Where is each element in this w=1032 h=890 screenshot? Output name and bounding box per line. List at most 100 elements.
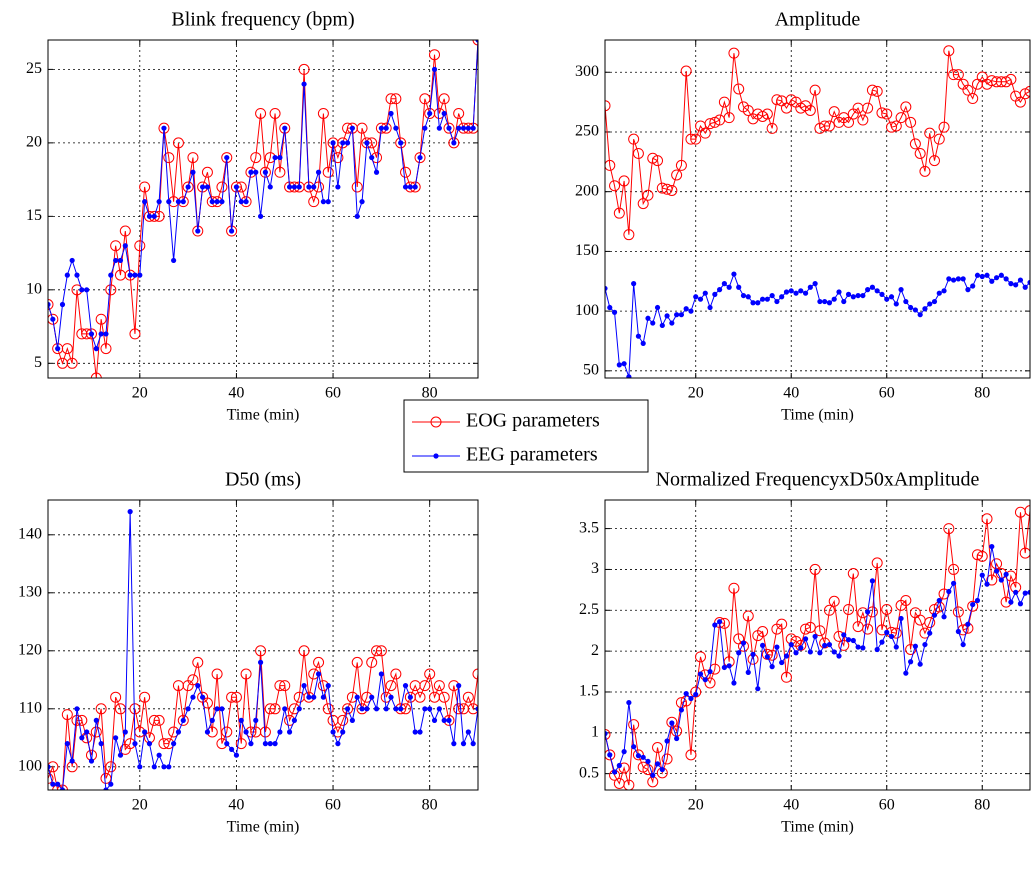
data-point — [407, 184, 413, 190]
data-point — [890, 627, 902, 639]
data-point — [605, 285, 608, 292]
data-point — [132, 272, 138, 278]
data-point — [110, 691, 122, 703]
data-point — [757, 626, 769, 638]
data-point — [364, 706, 370, 712]
data-point — [702, 290, 708, 296]
x-tick-label: 20 — [688, 385, 704, 402]
data-point — [946, 588, 952, 595]
data-point — [166, 764, 172, 770]
data-point — [928, 155, 940, 167]
data-point — [211, 668, 223, 680]
data-point — [645, 315, 651, 321]
data-point — [311, 694, 317, 700]
data-point — [429, 49, 441, 61]
data-point — [470, 741, 476, 747]
data-point — [666, 716, 678, 728]
data-point — [699, 127, 711, 139]
data-point — [812, 281, 818, 287]
data-point — [798, 645, 804, 651]
data-point — [139, 181, 151, 193]
y-tick-label: 100 — [575, 302, 599, 319]
data-point — [607, 752, 613, 758]
data-point — [850, 637, 856, 644]
data-point — [755, 686, 761, 692]
data-point — [1008, 599, 1014, 605]
data-point — [84, 287, 90, 293]
data-point — [119, 225, 131, 237]
data-point — [828, 595, 840, 607]
data-point — [759, 642, 766, 649]
data-point — [441, 110, 447, 117]
plot-area — [605, 40, 1030, 378]
data-point — [277, 154, 283, 161]
data-point — [616, 362, 622, 368]
data-point — [177, 714, 189, 726]
data-point — [296, 184, 302, 190]
data-point — [721, 664, 727, 671]
data-point — [721, 281, 727, 287]
data-point — [354, 694, 360, 700]
data-point — [311, 184, 317, 190]
data-point — [1022, 284, 1028, 290]
data-point — [373, 169, 380, 175]
axes-frame — [47, 499, 479, 791]
data-point — [129, 703, 141, 715]
data-point — [475, 40, 478, 43]
data-point — [98, 331, 104, 337]
data-point — [88, 331, 95, 337]
data-point — [282, 706, 288, 712]
data-point — [262, 741, 269, 747]
data-point — [807, 649, 813, 655]
data-point — [771, 94, 783, 106]
data-point — [683, 306, 689, 312]
data-point — [707, 668, 713, 675]
data-point — [979, 572, 985, 578]
data-point — [269, 703, 281, 715]
data-point — [871, 557, 883, 569]
data-point — [912, 307, 918, 313]
data-point — [385, 680, 397, 692]
data-point — [156, 752, 162, 758]
y-tick-label: 110 — [19, 699, 42, 716]
data-point — [185, 706, 191, 712]
axes-frame — [604, 499, 1031, 791]
data-point — [298, 63, 310, 75]
data-point — [117, 752, 124, 758]
data-point — [342, 703, 354, 715]
data-point — [190, 694, 196, 700]
data-point — [745, 669, 751, 675]
data-point — [976, 550, 988, 562]
data-point — [759, 296, 766, 302]
data-point — [822, 298, 828, 305]
data-point — [652, 742, 664, 754]
data-point — [456, 125, 462, 131]
data-point — [924, 127, 936, 139]
data-point — [688, 308, 694, 314]
data-point — [228, 746, 235, 753]
data-point — [879, 639, 885, 645]
data-point — [137, 272, 143, 278]
data-point — [903, 670, 909, 676]
data-point — [238, 717, 244, 724]
data-point — [221, 726, 233, 738]
data-point — [274, 680, 286, 692]
data-point — [865, 287, 871, 293]
data-point — [1022, 590, 1028, 596]
data-point — [919, 165, 931, 177]
data-point — [200, 184, 206, 190]
data-point — [819, 120, 831, 132]
data-point — [291, 184, 298, 190]
data-point — [257, 213, 264, 219]
data-point — [71, 714, 83, 726]
data-point — [431, 717, 438, 724]
data-point — [470, 125, 476, 131]
data-point — [712, 622, 718, 628]
data-point — [869, 578, 876, 584]
data-point — [955, 628, 961, 635]
y-tick-label: 1 — [591, 723, 599, 740]
data-point — [750, 651, 756, 657]
axes-frame — [604, 39, 1031, 379]
data-point — [272, 741, 278, 747]
data-point — [351, 181, 363, 193]
